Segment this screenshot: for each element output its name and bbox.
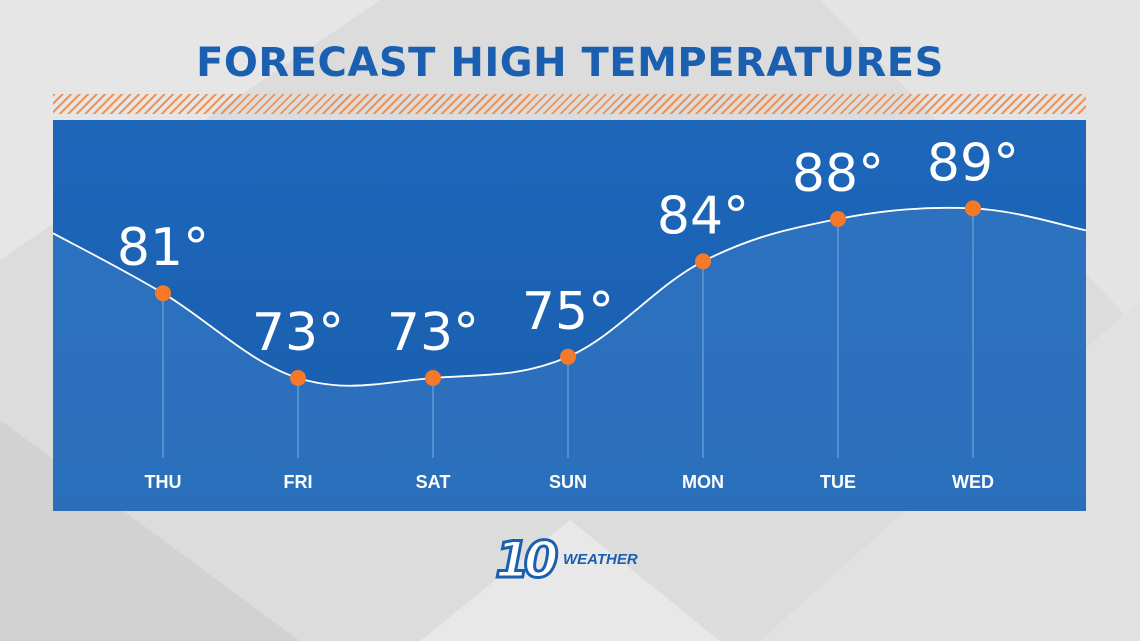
data-label-tue: 88°: [792, 144, 884, 204]
data-label-wed: 89°: [927, 133, 1019, 193]
data-point-sun: [560, 348, 576, 365]
data-label-fri: 73°: [252, 303, 344, 363]
data-point-fri: [290, 370, 306, 386]
x-tick-label-sun: SUN: [549, 472, 587, 492]
x-tick-label-sat: SAT: [416, 472, 451, 492]
data-point-sat: [425, 370, 441, 386]
x-tick-label-tue: TUE: [820, 472, 856, 492]
temperature-chart: 81° THU 73° FRI 73° SAT 75° SUN 84° MON 88° TUE 89° W…: [53, 133, 1086, 511]
logo-word: WEATHER: [563, 551, 638, 568]
chart-panel: 81° THU 73° FRI 73° SAT 75° SUN 84° MON 88° TUE 89° W…: [53, 120, 1086, 511]
x-tick-label-fri: FRI: [284, 472, 313, 492]
chart-title: FORECAST HIGH TEMPERATURES: [196, 40, 944, 86]
logo-number: 10: [494, 530, 561, 591]
data-point-tue: [830, 211, 846, 227]
data-point-thu: [155, 285, 171, 302]
title-stripe: [53, 94, 1086, 114]
data-label-thu: 81°: [117, 218, 209, 278]
data-point-wed: [965, 200, 981, 217]
data-label-sat: 73°: [387, 303, 479, 363]
station-logo: 10 WEATHER: [494, 530, 655, 591]
x-tick-label-wed: WED: [952, 472, 994, 492]
x-tick-label-mon: MON: [682, 472, 724, 492]
data-label-sun: 75°: [522, 282, 614, 342]
data-point-mon: [695, 253, 711, 270]
data-label-mon: 84°: [657, 186, 749, 246]
x-tick-label-thu: THU: [145, 472, 182, 492]
